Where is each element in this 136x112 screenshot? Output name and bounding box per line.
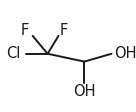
- Text: OH: OH: [114, 46, 136, 61]
- Text: OH: OH: [73, 84, 96, 99]
- Text: Cl: Cl: [6, 46, 21, 61]
- Text: F: F: [20, 23, 29, 38]
- Text: F: F: [60, 23, 68, 38]
